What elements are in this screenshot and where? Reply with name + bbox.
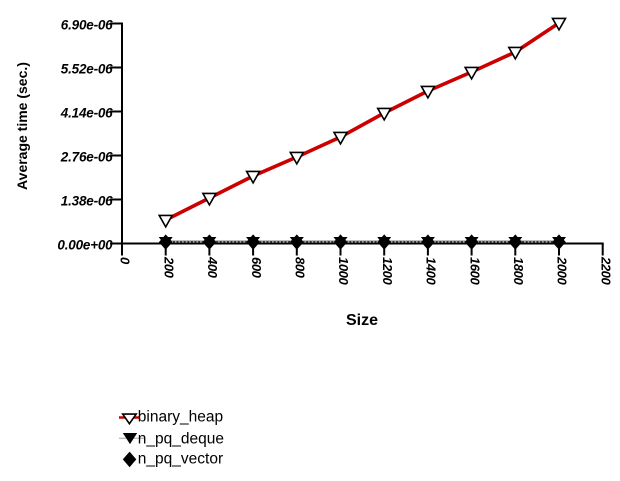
svg-text:n_pq_vector: n_pq_vector <box>138 450 223 467</box>
svg-text:2000: 2000 <box>555 256 570 285</box>
svg-text:600: 600 <box>249 257 264 279</box>
svg-text:1200: 1200 <box>380 257 395 285</box>
svg-text:Size: Size <box>346 312 378 329</box>
svg-text:0: 0 <box>118 257 133 265</box>
svg-text:1600: 1600 <box>467 257 482 285</box>
svg-text:1800: 1800 <box>511 257 526 285</box>
svg-text:6.90e-06: 6.90e-06 <box>61 18 113 33</box>
svg-text:800: 800 <box>293 257 308 279</box>
svg-text:5.52e-06: 5.52e-06 <box>61 62 113 77</box>
svg-text:n_pq_deque: n_pq_deque <box>138 430 224 447</box>
svg-text:binary_heap: binary_heap <box>138 409 223 426</box>
svg-text:0.00e+00: 0.00e+00 <box>57 238 113 253</box>
svg-text:4.14e-06: 4.14e-06 <box>60 106 113 121</box>
svg-text:1000: 1000 <box>336 257 351 285</box>
svg-text:1.38e-06: 1.38e-06 <box>61 194 113 209</box>
svg-text:2200: 2200 <box>598 256 613 285</box>
svg-text:400: 400 <box>205 256 220 279</box>
svg-text:1400: 1400 <box>424 257 439 285</box>
svg-text:2.76e-06: 2.76e-06 <box>60 150 113 165</box>
svg-text:Average time (sec.): Average time (sec.) <box>14 62 30 190</box>
svg-text:200: 200 <box>161 256 176 279</box>
